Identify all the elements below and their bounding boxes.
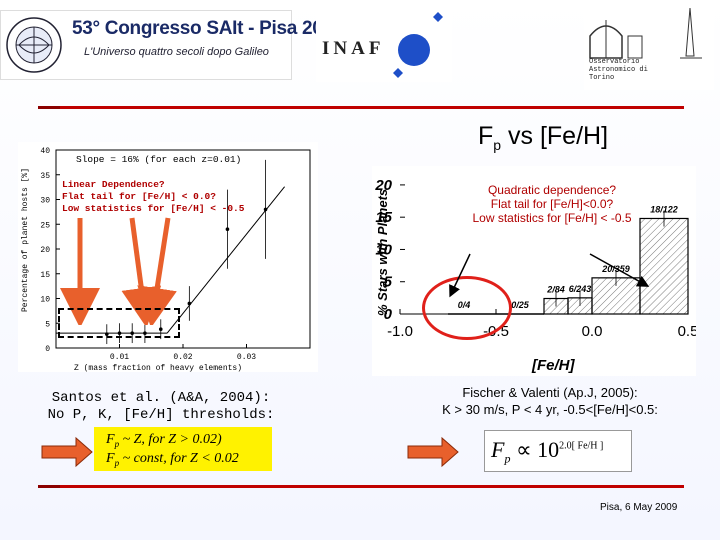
fischer-formula-box: Fp ∝ 102.0[ Fe/H ] bbox=[484, 430, 632, 472]
santos-plot: 0 5 10 15 20 25 30 35 40 0.01 0.02 0.03 Slope = 16%… bbox=[21, 147, 311, 373]
fischer-caption-line: K > 30 m/s, P < 4 yr, -0.5<[Fe/H]<0.5: bbox=[442, 402, 658, 417]
santos-caption: Santos et al. (A&A, 2004): No P, K, [Fe/… bbox=[26, 390, 296, 424]
observatory-line: Torino bbox=[589, 74, 615, 82]
quadratic-note-2: Flat tail for [Fe/H]<0.0? bbox=[491, 197, 614, 211]
fischer-formula: Fp ∝ 102.0[ Fe/H ] bbox=[491, 437, 604, 466]
quadratic-note-1: Quadratic dependence? bbox=[488, 183, 616, 197]
arrows-left bbox=[60, 217, 177, 325]
footer-date: Pisa, 6 May 2009 bbox=[600, 502, 678, 513]
santos-caption-line: No P, K, [Fe/H] thresholds: bbox=[47, 407, 275, 423]
left-xtick-label: 0.02 bbox=[173, 353, 192, 362]
slide-title: Fp vs [Fe/H] bbox=[478, 122, 609, 153]
right-ytick-label: 5 bbox=[384, 274, 393, 291]
right-ytick-label: 15 bbox=[375, 209, 392, 226]
flat-tail-highlight bbox=[58, 308, 180, 338]
left-ytick-label: 20 bbox=[40, 246, 50, 255]
observatory-name: Osservatorio Astronomico di Torino bbox=[589, 58, 648, 82]
left-ytick-label: 40 bbox=[40, 147, 50, 156]
left-ytick-label: 0 bbox=[45, 345, 50, 354]
right-xtick-label: 0.5 bbox=[678, 323, 696, 340]
right-xtick-label: 0.0 bbox=[582, 323, 603, 340]
block-arrow-left-icon bbox=[41, 436, 93, 468]
inaf-wordmark: INAF bbox=[322, 38, 385, 59]
left-xtick-label: 0.03 bbox=[237, 353, 256, 362]
observatory-logo bbox=[584, 6, 714, 90]
left-ytick-label: 30 bbox=[40, 197, 50, 206]
slope-annotation: Slope = 16% (for each z=0.01) bbox=[76, 154, 241, 165]
right-bin-label: 2/84 bbox=[546, 285, 565, 295]
observatory-line: Astronomico di bbox=[589, 66, 648, 74]
fischer-caption: Fischer & Valenti (Ap.J, 2005): K > 30 m… bbox=[400, 384, 700, 418]
right-ytick-label: 0 bbox=[384, 306, 393, 323]
right-xlabel: [Fe/H] bbox=[531, 357, 576, 374]
linear-note-1: Linear Dependence? bbox=[62, 179, 165, 190]
right-ytick-label: 10 bbox=[375, 241, 392, 258]
inaf-globe-icon bbox=[393, 12, 443, 78]
observatory-line: Osservatorio bbox=[589, 58, 640, 66]
left-ytick-label: 25 bbox=[40, 221, 50, 230]
left-data-point bbox=[225, 227, 230, 231]
formula-line-1: Fp ~ Z, for Z > 0.02) bbox=[106, 432, 222, 449]
santos-caption-line: Santos et al. (A&A, 2004): bbox=[51, 390, 271, 406]
left-ylabel: Percentage of planet hosts [%] bbox=[21, 168, 30, 312]
santos-formula-box bbox=[94, 427, 272, 471]
santos-plot-panel: 0 5 10 15 20 25 30 35 40 0.01 0.02 0.03 Slope = 16%… bbox=[18, 142, 318, 373]
left-fit-line bbox=[166, 186, 285, 334]
congress-subtitle: L'Universo quattro secoli dopo Galileo bbox=[84, 46, 269, 58]
bottom-divider bbox=[38, 485, 684, 488]
inaf-logo bbox=[316, 6, 452, 82]
left-xtick-label: 0.01 bbox=[110, 353, 129, 362]
right-bin-label: 18/122 bbox=[650, 204, 678, 214]
right-xtick-label: -1.0 bbox=[387, 323, 413, 340]
congress-title: 53° Congresso SAIt - Pisa 2009 bbox=[72, 18, 344, 39]
arrow-3 bbox=[137, 217, 177, 325]
left-ytick-label: 5 bbox=[45, 320, 50, 329]
fischer-caption-line: Fischer & Valenti (Ap.J, 2005): bbox=[462, 385, 638, 400]
formula-line-2: Fp ~ const, for Z < 0.02 bbox=[106, 451, 239, 468]
sait-seal-icon bbox=[6, 17, 62, 73]
linear-note-2: Flat tail for [Fe/H] < 0.0? bbox=[62, 191, 216, 202]
left-ytick-label: 15 bbox=[40, 271, 50, 280]
top-divider bbox=[38, 106, 684, 109]
left-ytick-label: 10 bbox=[40, 296, 50, 305]
congress-banner bbox=[0, 10, 292, 80]
arrow-right-2 bbox=[589, 253, 650, 287]
arrow-right-1 bbox=[449, 253, 471, 298]
quadratic-note-3: Low statistics for [Fe/H] < -0.5 bbox=[472, 211, 631, 225]
linear-note-3: Low statistics for [Fe/H] < -0.5 bbox=[62, 203, 245, 214]
right-ytick-label: 20 bbox=[374, 177, 392, 194]
low-metal-highlight bbox=[422, 276, 512, 340]
observatory-dome-icon bbox=[589, 7, 702, 59]
block-arrow-right-icon bbox=[407, 436, 459, 468]
arrow-2 bbox=[121, 217, 162, 325]
arrows-right bbox=[449, 253, 650, 298]
right-bin-label: 0/25 bbox=[511, 300, 530, 310]
left-ytick-label: 35 bbox=[40, 172, 50, 181]
right-ylabel: % Stars with Planets bbox=[375, 189, 390, 316]
right-bin-label: 6/243 bbox=[569, 284, 592, 294]
left-xlabel: Z (mass fraction of heavy elements) bbox=[74, 364, 242, 372]
left-data-point bbox=[158, 327, 163, 331]
